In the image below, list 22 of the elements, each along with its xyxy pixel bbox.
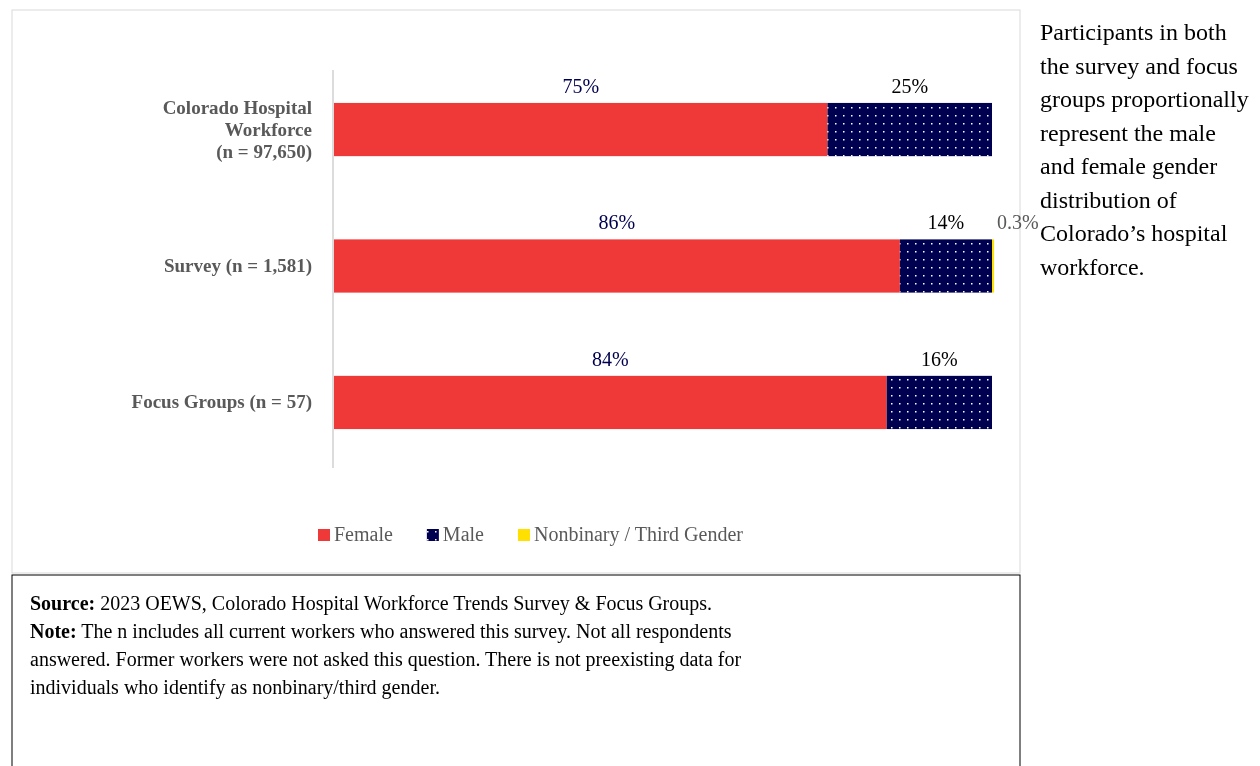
text: Participants in both the survey and focus groups proportionally represent the male and female gender distribution of Colorado’s hospital workforce.	[1040, 19, 1249, 280]
text: Note: The n includes all current workers who answered this survey. Not all respondents answered. Former workers were not asked this question. There is not preexisting data for individuals who identify as nonbinary/third gender.	[30, 620, 742, 699]
data-label: 0.3%	[996, 211, 1039, 234]
y-tick-label: Survey (n = 1,581)	[163, 255, 312, 277]
source-note: Source: 2023 OEWS, Colorado Hospital Workforce Trends Survey & Focus Groups.	[30, 592, 713, 615]
legend-label: Female	[334, 523, 393, 545]
y-tick-label: Focus Groups (n = 57)	[131, 391, 312, 414]
bar	[334, 239, 900, 293]
bar	[334, 102, 828, 157]
bar	[886, 375, 992, 430]
legend-label: Nonbinary / Third Gender	[533, 523, 744, 546]
data-label: 84%	[592, 347, 629, 370]
data-label: 16%	[921, 347, 958, 370]
data-label: 14%	[927, 211, 965, 234]
data-label: 86%	[598, 211, 636, 234]
data-label: 25%	[891, 74, 929, 97]
data-label: 75%	[562, 74, 600, 97]
legend-label: Male	[442, 523, 485, 545]
bar	[334, 375, 887, 430]
bar	[899, 239, 992, 293]
bar	[827, 102, 992, 157]
y-tick-label: Colorado Hospital Workforce (n = 97,650)	[162, 96, 312, 163]
